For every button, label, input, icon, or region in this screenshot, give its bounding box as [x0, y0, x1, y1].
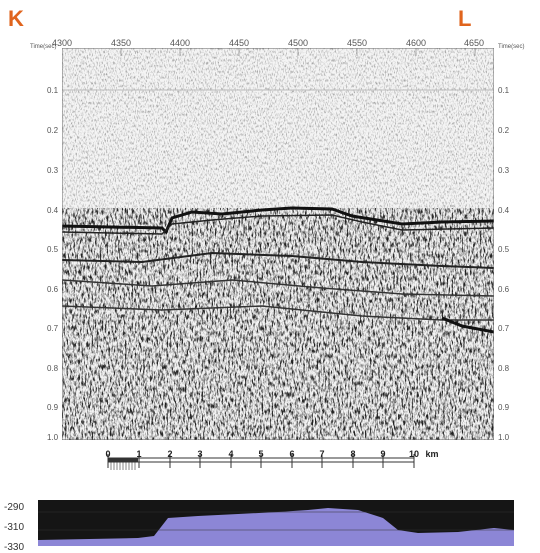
elevation-label: -310	[4, 522, 25, 533]
scale-label: 10	[408, 449, 420, 459]
scale-label: 6	[289, 449, 295, 459]
scale-label: 8	[350, 449, 356, 459]
reflector	[441, 316, 494, 334]
scale-label: 9	[380, 449, 386, 459]
scale-unit: km	[425, 449, 439, 459]
profile-start-label: K	[8, 6, 24, 31]
time-label-left: 0.8	[47, 364, 59, 373]
profile-end-label: L	[458, 6, 472, 31]
time-label-left: 0.1	[47, 86, 59, 95]
scale-label: 5	[258, 449, 264, 459]
time-axis-title-right: Time(sec)	[498, 44, 525, 50]
time-label-right: 0.1	[498, 86, 510, 95]
elevation-profile	[38, 500, 514, 546]
time-label-left: 0.2	[47, 126, 59, 135]
scale-label: 1	[136, 449, 142, 459]
cdp-tick-ruler	[62, 48, 476, 56]
scale-label: 3	[197, 449, 203, 459]
elevation-label: -290	[4, 502, 25, 513]
time-label-right: 0.6	[498, 285, 510, 294]
time-label-left: 1.0	[47, 433, 59, 442]
cdp-label: 4650	[463, 38, 485, 48]
elevation-fill	[38, 508, 514, 546]
time-axis-title-left: Time(sec)	[30, 44, 57, 50]
seismic-section	[62, 48, 494, 440]
scale-label: 7	[319, 449, 325, 459]
cdp-label: 4350	[110, 38, 132, 48]
time-label-right: 0.8	[498, 364, 510, 373]
cdp-label: 4450	[228, 38, 250, 48]
time-label-left: 0.6	[47, 285, 59, 294]
time-label-right: 0.4	[498, 206, 510, 215]
elevation-label: -330	[4, 542, 25, 553]
seafloor-reflector	[62, 206, 494, 235]
reflector	[62, 279, 494, 297]
time-label-right: 0.3	[498, 166, 510, 175]
scale-label: 4	[228, 449, 234, 459]
cdp-label: 4550	[346, 38, 368, 48]
scale-label: 2	[167, 449, 173, 459]
time-label-right: 0.5	[498, 245, 510, 254]
sediment-texture	[62, 208, 494, 440]
cdp-label: 4500	[287, 38, 309, 48]
time-label-left: 0.7	[47, 324, 59, 333]
cdp-label: 4600	[405, 38, 427, 48]
time-label-right: 0.2	[498, 126, 510, 135]
time-label-left: 0.5	[47, 245, 59, 254]
time-label-right: 0.7	[498, 324, 510, 333]
time-label-right: 1.0	[498, 433, 510, 442]
time-label-left: 0.9	[47, 403, 59, 412]
reflector	[62, 214, 494, 235]
cdp-label: 4400	[169, 38, 191, 48]
time-label-left: 0.4	[47, 206, 59, 215]
scale-bar	[107, 454, 415, 470]
cdp-label: 4300	[51, 38, 73, 48]
time-label-left: 0.3	[47, 166, 59, 175]
reflector	[62, 251, 494, 269]
scale-label: 0	[105, 449, 111, 459]
time-label-right: 0.9	[498, 403, 510, 412]
